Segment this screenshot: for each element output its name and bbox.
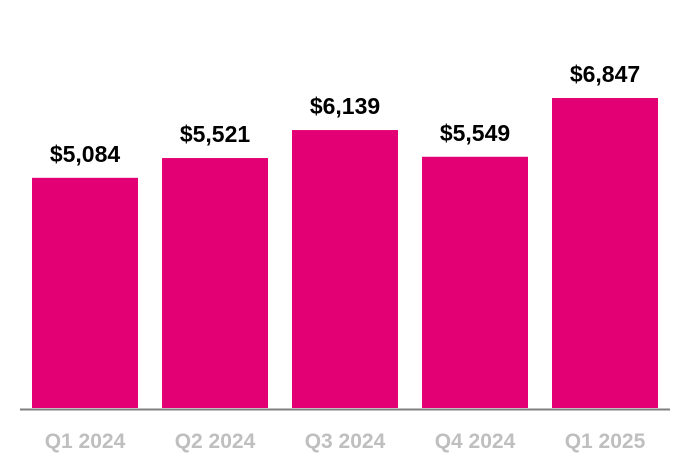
bar <box>292 130 398 408</box>
value-label: $5,549 <box>440 120 510 146</box>
bar <box>422 156 528 408</box>
bar <box>32 177 138 408</box>
bar <box>552 98 658 408</box>
x-tick-label: Q2 2024 <box>175 430 256 453</box>
value-label: $5,521 <box>180 121 251 147</box>
value-label: $5,084 <box>50 141 121 167</box>
x-tick-label: Q1 2025 <box>565 430 646 453</box>
value-label: $6,139 <box>310 93 380 119</box>
value-label: $6,847 <box>570 61 640 87</box>
x-tick-label: Q1 2024 <box>45 430 126 453</box>
x-tick-label: Q4 2024 <box>435 430 516 453</box>
x-tick-label: Q3 2024 <box>305 430 386 453</box>
bar <box>162 158 268 408</box>
